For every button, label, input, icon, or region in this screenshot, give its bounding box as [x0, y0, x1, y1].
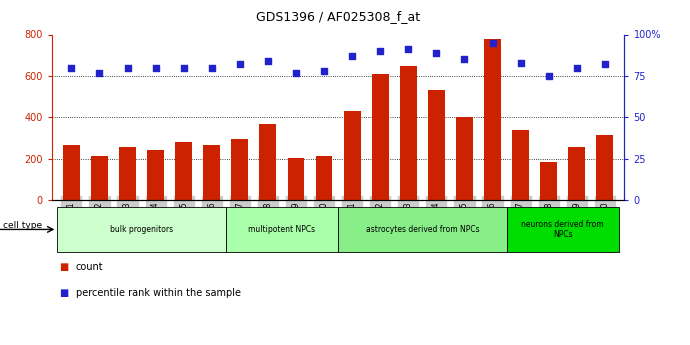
- Bar: [63, 145, 80, 200]
- Point: [431, 50, 442, 56]
- Point: [94, 70, 105, 75]
- Bar: [119, 147, 136, 200]
- Point: [262, 58, 273, 64]
- Point: [346, 53, 357, 59]
- Point: [206, 65, 217, 70]
- Bar: [147, 150, 164, 200]
- Bar: [175, 142, 192, 200]
- Text: multipotent NPCs: multipotent NPCs: [248, 225, 315, 234]
- Bar: [596, 135, 613, 200]
- Point: [403, 47, 414, 52]
- Text: count: count: [76, 262, 104, 272]
- Bar: [484, 39, 501, 200]
- Bar: [204, 145, 220, 200]
- Bar: [456, 117, 473, 200]
- Bar: [428, 90, 445, 200]
- Text: neurons derived from
NPCs: neurons derived from NPCs: [522, 220, 604, 239]
- Point: [122, 65, 133, 70]
- Text: bulk progenitors: bulk progenitors: [110, 225, 173, 234]
- Point: [571, 65, 582, 70]
- Point: [515, 60, 526, 66]
- Bar: [288, 158, 304, 200]
- Point: [375, 48, 386, 54]
- Bar: [315, 156, 333, 200]
- Point: [487, 40, 498, 46]
- Bar: [231, 139, 248, 200]
- Text: cell type: cell type: [3, 221, 43, 230]
- Point: [459, 57, 470, 62]
- Bar: [540, 162, 557, 200]
- Bar: [344, 111, 361, 200]
- Bar: [569, 147, 585, 200]
- Bar: [506, 207, 619, 252]
- Text: astrocytes derived from NPCs: astrocytes derived from NPCs: [366, 225, 479, 234]
- Bar: [226, 207, 338, 252]
- Bar: [372, 74, 388, 200]
- Point: [600, 61, 611, 67]
- Point: [235, 61, 246, 67]
- Point: [290, 70, 302, 75]
- Text: ■: ■: [59, 262, 68, 272]
- Text: GDS1396 / AF025308_f_at: GDS1396 / AF025308_f_at: [256, 10, 420, 23]
- Bar: [400, 66, 417, 200]
- Bar: [57, 207, 226, 252]
- Bar: [91, 156, 108, 200]
- Bar: [338, 207, 506, 252]
- Point: [178, 65, 189, 70]
- Bar: [259, 124, 276, 200]
- Point: [66, 65, 77, 70]
- Point: [150, 65, 161, 70]
- Point: [319, 68, 330, 74]
- Bar: [512, 130, 529, 200]
- Point: [543, 73, 554, 79]
- Text: ■: ■: [59, 288, 68, 298]
- Text: percentile rank within the sample: percentile rank within the sample: [76, 288, 241, 298]
